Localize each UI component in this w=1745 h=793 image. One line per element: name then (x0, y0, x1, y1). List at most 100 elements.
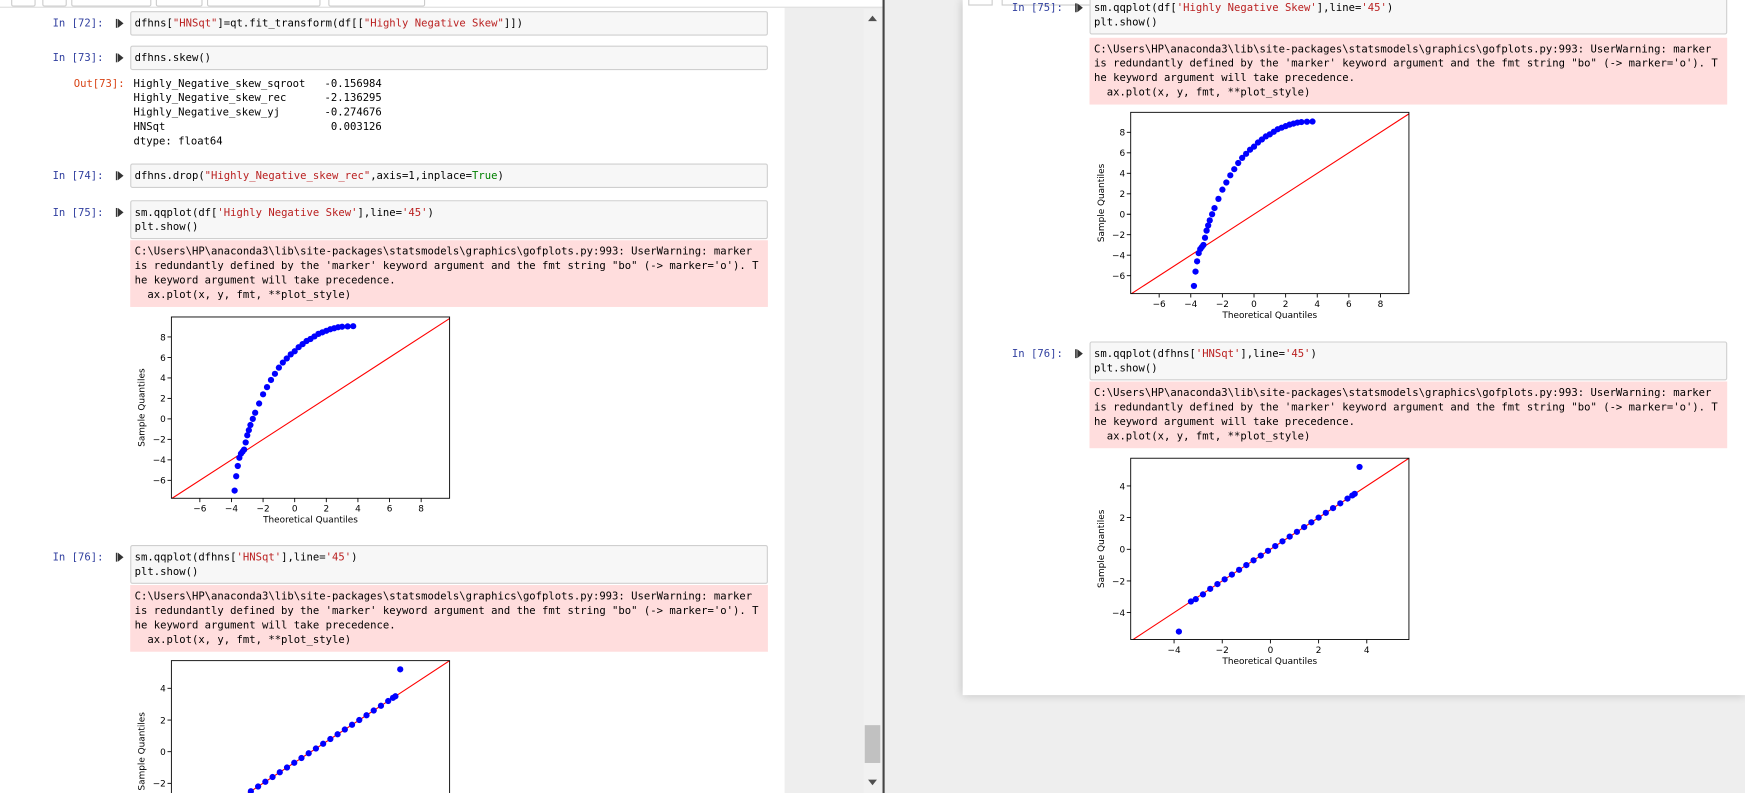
run-icon[interactable] (115, 18, 125, 29)
toolbar-button[interactable] (206, 0, 321, 7)
icon-bar (1075, 3, 1077, 13)
x-tick-label: −6 (193, 505, 206, 515)
input-cell[interactable] (130, 200, 768, 240)
left-window: In [72]: dfhns["HNSqt"]=qt.fit_transform(… (0, 0, 883, 793)
x-tick-label: −4 (1184, 300, 1197, 310)
axes-frame (170, 660, 451, 793)
toolbar-button[interactable] (968, 0, 993, 6)
run-icon[interactable] (115, 170, 125, 181)
y-tick-label: −4 (1112, 609, 1125, 619)
point (256, 400, 263, 407)
icon-triangle (117, 552, 124, 562)
y-axis-label: Sample Quantiles (138, 368, 148, 447)
point (245, 427, 252, 434)
input-cell[interactable] (130, 544, 768, 584)
stderr-line: he keyword argument will take precedence… (134, 619, 396, 632)
point (234, 462, 241, 470)
toolbar-button[interactable] (71, 0, 152, 7)
point (252, 409, 259, 416)
run-icon[interactable] (115, 552, 125, 563)
code-token: sm.qqplot(df[ (134, 206, 218, 220)
scroll-down[interactable] (868, 779, 877, 786)
run-icon[interactable] (115, 207, 125, 218)
icon-bar (115, 552, 118, 562)
code-token: ) (497, 170, 504, 183)
x-tick-label: 2 (1283, 300, 1289, 310)
point (1235, 566, 1243, 573)
code-token: '45' (325, 551, 352, 564)
point (1250, 557, 1257, 564)
stderr-line: ax.plot(x, y, fmt, **plot_style) (134, 289, 352, 302)
point (1315, 514, 1322, 521)
y-tick-label: −6 (153, 477, 166, 487)
code-line: sm.qqplot(df['Highly Negative Skew'],lin… (1094, 1, 1393, 15)
y-tick-label: −2 (153, 780, 166, 790)
code-token: ) (1310, 348, 1317, 361)
stderr-block (130, 585, 768, 652)
point (263, 384, 271, 391)
code-token: ],line= (281, 551, 326, 564)
point (1223, 179, 1230, 186)
axes-frame (1130, 111, 1410, 295)
scrollbar[interactable] (863, 8, 882, 793)
point (363, 712, 370, 719)
point (1301, 523, 1308, 531)
icon-bar (115, 207, 118, 217)
run-icon[interactable] (115, 52, 125, 63)
y-tick-label: 2 (1119, 190, 1125, 200)
point (247, 421, 254, 429)
code-line: dfhns["HNSqt"]=qt.fit_transform(df[["Hig… (135, 17, 523, 31)
prompt: In [76]: (52, 551, 104, 564)
point (1356, 463, 1363, 471)
stderr-line: he keyword argument will take precedence… (134, 274, 396, 287)
input-cell[interactable] (1089, 0, 1728, 35)
output-line: Highly_Negative_skew_yj -0.274676 (133, 106, 382, 120)
toolbar-button[interactable] (11, 0, 36, 7)
point (1298, 118, 1305, 126)
toolbar-select[interactable] (328, 0, 426, 7)
x-tick-label: 4 (1364, 646, 1370, 656)
stderr-line: is redundantly defined by the 'marker' k… (134, 260, 759, 273)
input-cell[interactable] (130, 45, 768, 71)
point (312, 745, 320, 752)
input-cell[interactable] (1089, 341, 1728, 381)
y-tick-label: −2 (1112, 577, 1125, 587)
input-cell[interactable] (130, 11, 768, 36)
toolbar-button[interactable] (42, 0, 67, 7)
x-tick-label: −6 (1153, 300, 1166, 310)
input-cell[interactable] (130, 163, 768, 188)
point (327, 735, 334, 743)
toolbar-button[interactable] (155, 0, 203, 7)
run-icon[interactable] (1075, 2, 1084, 13)
point (283, 764, 291, 771)
point (1235, 159, 1242, 167)
point (377, 702, 385, 709)
output-line: HNSqt 0.003126 (133, 121, 382, 134)
code-token: ) (427, 206, 434, 220)
point (1221, 576, 1228, 583)
code-line: plt.show() (1094, 361, 1158, 375)
y-tick-label: 0 (160, 748, 166, 758)
y-tick-label: 0 (160, 415, 166, 425)
code-token: 'Highly Negative Skew' (1176, 2, 1317, 15)
y-tick-label: 2 (160, 395, 166, 405)
y-tick-label: 4 (160, 685, 166, 695)
y-tick-label: −4 (153, 456, 166, 466)
code-line: plt.show() (135, 220, 199, 234)
point (262, 778, 269, 785)
point (1228, 571, 1235, 578)
run-icon[interactable] (1075, 348, 1084, 359)
prompt: In [72]: (52, 17, 104, 31)
stderr-line: ax.plot(x, y, fmt, **plot_style) (1093, 86, 1311, 99)
x-tick-label: 0 (292, 505, 298, 515)
code-token: ) (1386, 2, 1394, 15)
y-tick-label: 6 (1119, 149, 1125, 159)
point (392, 693, 399, 700)
scroll-up[interactable] (868, 15, 877, 22)
code-token: 'Highly Negative Skew' (217, 206, 358, 220)
icon-triangle (1077, 349, 1083, 359)
stderr-block (1089, 37, 1728, 105)
scroll-thumb[interactable] (864, 725, 881, 763)
output-prompt: Out[73]: (73, 77, 125, 91)
icon-triangle (1077, 3, 1083, 13)
